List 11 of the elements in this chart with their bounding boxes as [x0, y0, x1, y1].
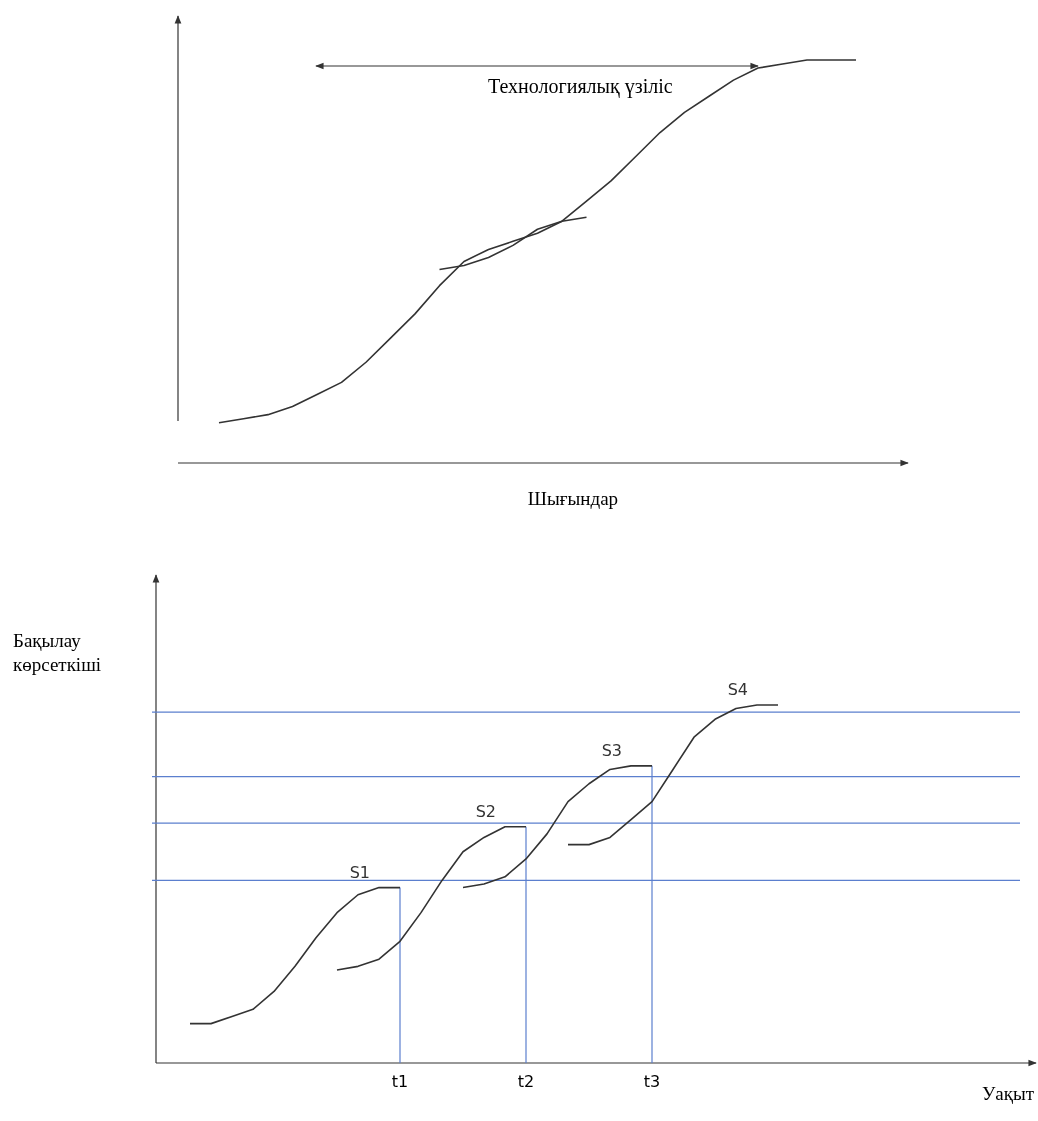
series-label: S2	[475, 801, 496, 821]
series-label: S1	[349, 862, 370, 882]
x-tick-label: t1	[391, 1072, 409, 1091]
x-tick-label: t2	[517, 1072, 535, 1091]
annotation: Технологиялық үзіліс	[488, 75, 673, 98]
series-label: S4	[727, 680, 748, 699]
x-tick-label: t3	[643, 1072, 661, 1091]
y-axis-title: Бақылау көрсеткіші	[13, 630, 102, 675]
series-label: S3	[601, 740, 622, 760]
x-axis-title: Шығындар	[527, 488, 619, 509]
x-axis-title: Уақыт	[981, 1083, 1035, 1104]
